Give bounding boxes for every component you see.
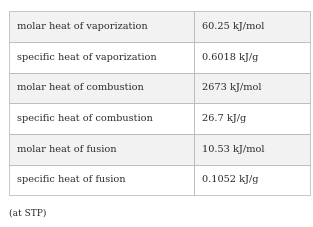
Text: molar heat of combustion: molar heat of combustion <box>17 84 144 92</box>
Bar <box>9 134 194 165</box>
Text: specific heat of fusion: specific heat of fusion <box>17 175 126 184</box>
Text: 60.25 kJ/mol: 60.25 kJ/mol <box>202 22 264 31</box>
Text: specific heat of combustion: specific heat of combustion <box>17 114 153 123</box>
Text: 26.7 kJ/g: 26.7 kJ/g <box>202 114 246 123</box>
Bar <box>9 103 194 134</box>
Bar <box>9 73 194 103</box>
Text: 2673 kJ/mol: 2673 kJ/mol <box>202 84 261 92</box>
Text: 10.53 kJ/mol: 10.53 kJ/mol <box>202 145 264 154</box>
Bar <box>194 11 310 42</box>
Text: 0.1052 kJ/g: 0.1052 kJ/g <box>202 175 259 184</box>
Bar <box>194 103 310 134</box>
Bar <box>194 73 310 103</box>
Bar <box>194 165 310 195</box>
Text: 0.6018 kJ/g: 0.6018 kJ/g <box>202 53 259 62</box>
Text: specific heat of vaporization: specific heat of vaporization <box>17 53 157 62</box>
Text: molar heat of vaporization: molar heat of vaporization <box>17 22 148 31</box>
Bar <box>9 11 194 42</box>
Bar <box>194 42 310 73</box>
Bar <box>9 42 194 73</box>
Bar <box>194 134 310 165</box>
Text: (at STP): (at STP) <box>9 209 47 218</box>
Bar <box>9 165 194 195</box>
Text: molar heat of fusion: molar heat of fusion <box>17 145 117 154</box>
